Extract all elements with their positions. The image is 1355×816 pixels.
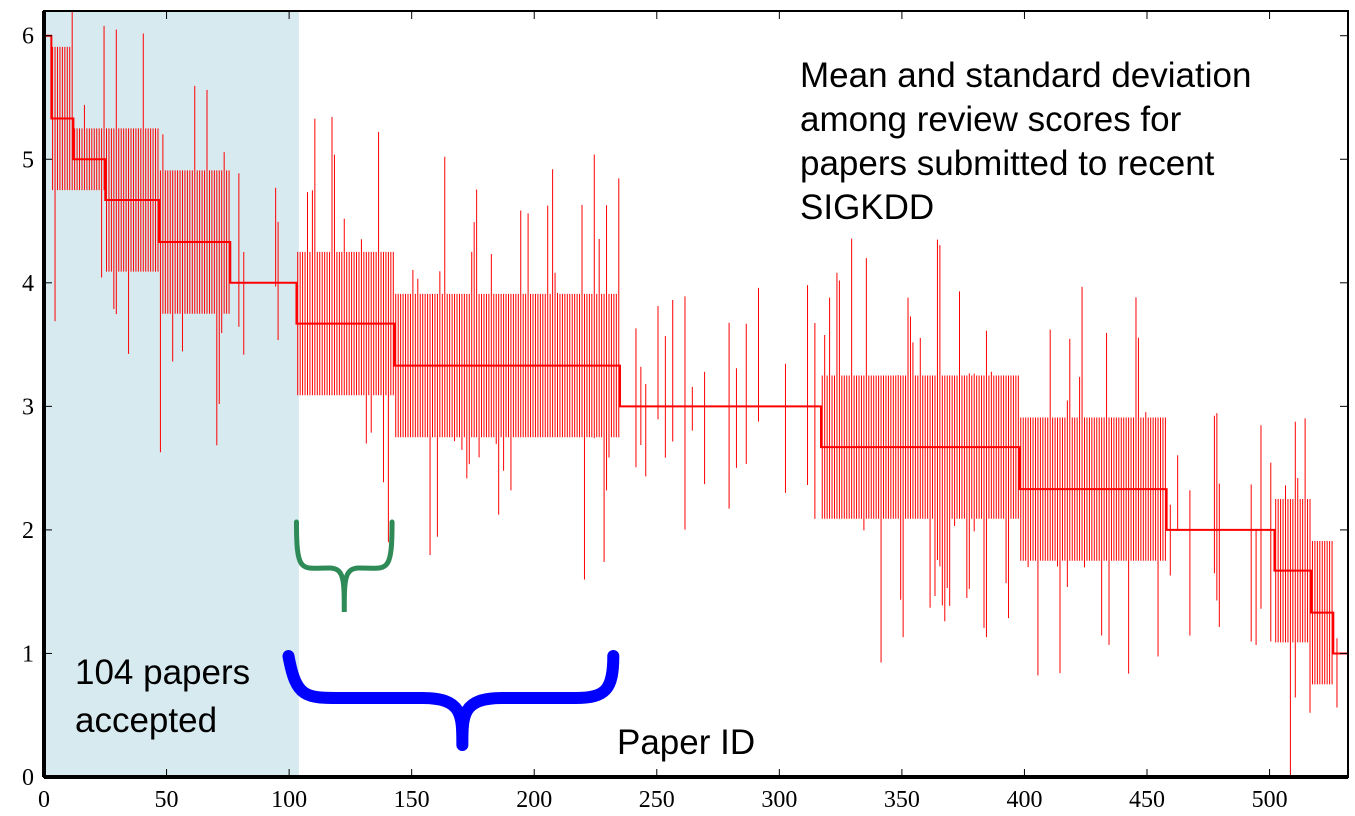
y-tick-label: 5 (22, 147, 34, 173)
y-tick-label: 2 (22, 518, 34, 544)
x-tick-label: 350 (884, 787, 920, 813)
x-tick-label: 150 (394, 787, 430, 813)
y-tick-label: 1 (22, 641, 34, 667)
accepted-label: 104 papers accepted (75, 653, 260, 740)
y-tick-label: 6 (22, 24, 34, 50)
x-tick-label: 300 (761, 787, 797, 813)
x-tick-label: 50 (155, 787, 179, 813)
blue-brace (282, 650, 620, 751)
x-tick-label: 400 (1006, 787, 1042, 813)
x-tick-label: 0 (38, 787, 50, 813)
x-tick-label: 250 (639, 787, 675, 813)
braces (282, 519, 620, 751)
axes (42, 10, 1349, 779)
x-tick-label: 500 (1252, 787, 1288, 813)
chart-title: Mean and standard deviation among review… (800, 56, 1261, 227)
green-brace (293, 519, 395, 613)
y-tick-label: 3 (22, 394, 34, 420)
x-tick-label: 100 (271, 787, 307, 813)
y-tick-label: 0 (22, 765, 34, 791)
mean-line-path (44, 34, 1348, 655)
mean-line (44, 34, 1348, 655)
x-axis-label: Paper ID (617, 723, 755, 762)
x-tick-label: 450 (1129, 787, 1165, 813)
tick-labels: 0 50 100 150 200 250 300 350 400 450 500 0 1 2 3 4 5 6 (22, 24, 1288, 813)
x-tick-label: 200 (516, 787, 552, 813)
y-tick-label: 4 (22, 271, 34, 297)
